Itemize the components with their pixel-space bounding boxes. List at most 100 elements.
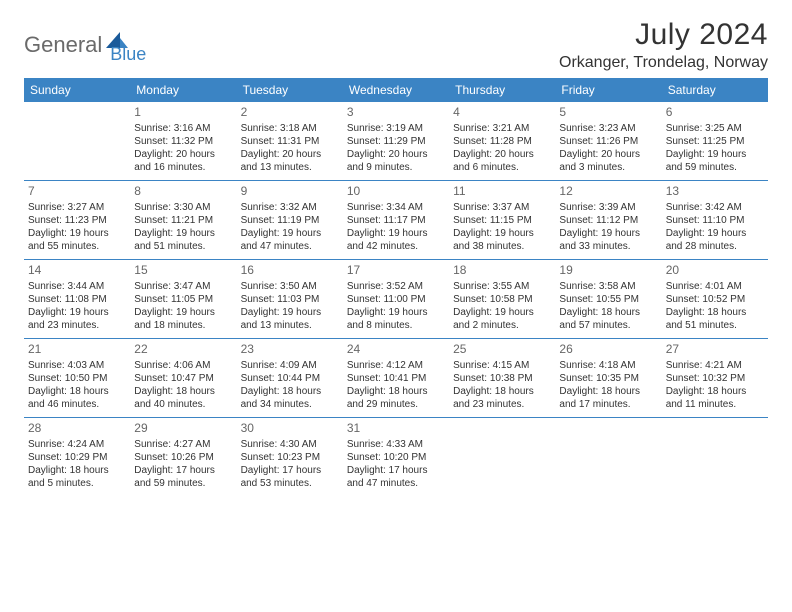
sunset-text: Sunset: 10:52 PM [666, 293, 764, 306]
day-cell: 21Sunrise: 4:03 AMSunset: 10:50 PMDaylig… [24, 339, 130, 417]
daylight-text: Daylight: 20 hours and 9 minutes. [347, 148, 445, 174]
day-cell: 24Sunrise: 4:12 AMSunset: 10:41 PMDaylig… [343, 339, 449, 417]
daylight-text: Daylight: 18 hours and 46 minutes. [28, 385, 126, 411]
sunset-text: Sunset: 11:05 PM [134, 293, 232, 306]
day-cell: 22Sunrise: 4:06 AMSunset: 10:47 PMDaylig… [130, 339, 236, 417]
month-title: July 2024 [559, 18, 768, 52]
week-row: 1Sunrise: 3:16 AMSunset: 11:32 PMDayligh… [24, 102, 768, 181]
day-number: 17 [347, 263, 445, 279]
day-number: 6 [666, 105, 764, 121]
sunrise-text: Sunrise: 4:12 AM [347, 359, 445, 372]
day-cell: 5Sunrise: 3:23 AMSunset: 11:26 PMDayligh… [555, 102, 661, 180]
day-cell: 4Sunrise: 3:21 AMSunset: 11:28 PMDayligh… [449, 102, 555, 180]
week-row: 28Sunrise: 4:24 AMSunset: 10:29 PMDaylig… [24, 418, 768, 496]
day-header: Sunday [24, 78, 130, 102]
day-number: 14 [28, 263, 126, 279]
day-cell: 6Sunrise: 3:25 AMSunset: 11:25 PMDayligh… [662, 102, 768, 180]
day-number: 30 [241, 421, 339, 437]
sunset-text: Sunset: 11:25 PM [666, 135, 764, 148]
sunrise-text: Sunrise: 4:27 AM [134, 438, 232, 451]
day-cell: 1Sunrise: 3:16 AMSunset: 11:32 PMDayligh… [130, 102, 236, 180]
sunset-text: Sunset: 10:44 PM [241, 372, 339, 385]
empty-cell [24, 102, 130, 180]
logo-text-general: General [24, 32, 102, 58]
daylight-text: Daylight: 18 hours and 51 minutes. [666, 306, 764, 332]
sunrise-text: Sunrise: 4:09 AM [241, 359, 339, 372]
daylight-text: Daylight: 19 hours and 2 minutes. [453, 306, 551, 332]
day-cell: 11Sunrise: 3:37 AMSunset: 11:15 PMDaylig… [449, 181, 555, 259]
day-cell: 14Sunrise: 3:44 AMSunset: 11:08 PMDaylig… [24, 260, 130, 338]
day-number: 24 [347, 342, 445, 358]
day-number: 18 [453, 263, 551, 279]
daylight-text: Daylight: 19 hours and 42 minutes. [347, 227, 445, 253]
daylight-text: Daylight: 19 hours and 38 minutes. [453, 227, 551, 253]
day-number: 1 [134, 105, 232, 121]
logo-text-blue: Blue [110, 44, 146, 65]
sunrise-text: Sunrise: 3:23 AM [559, 122, 657, 135]
day-header: Friday [555, 78, 661, 102]
day-number: 21 [28, 342, 126, 358]
sunset-text: Sunset: 10:38 PM [453, 372, 551, 385]
week-row: 14Sunrise: 3:44 AMSunset: 11:08 PMDaylig… [24, 260, 768, 339]
sunrise-text: Sunrise: 3:21 AM [453, 122, 551, 135]
day-cell: 26Sunrise: 4:18 AMSunset: 10:35 PMDaylig… [555, 339, 661, 417]
empty-cell [449, 418, 555, 496]
daylight-text: Daylight: 18 hours and 40 minutes. [134, 385, 232, 411]
sunrise-text: Sunrise: 4:06 AM [134, 359, 232, 372]
sunset-text: Sunset: 10:35 PM [559, 372, 657, 385]
daylight-text: Daylight: 18 hours and 5 minutes. [28, 464, 126, 490]
logo: General Blue [24, 24, 146, 65]
day-header: Thursday [449, 78, 555, 102]
sunrise-text: Sunrise: 3:47 AM [134, 280, 232, 293]
day-cell: 25Sunrise: 4:15 AMSunset: 10:38 PMDaylig… [449, 339, 555, 417]
daylight-text: Daylight: 19 hours and 23 minutes. [28, 306, 126, 332]
day-number: 3 [347, 105, 445, 121]
sunset-text: Sunset: 11:28 PM [453, 135, 551, 148]
day-cell: 10Sunrise: 3:34 AMSunset: 11:17 PMDaylig… [343, 181, 449, 259]
sunrise-text: Sunrise: 3:34 AM [347, 201, 445, 214]
sunset-text: Sunset: 10:47 PM [134, 372, 232, 385]
sunrise-text: Sunrise: 4:21 AM [666, 359, 764, 372]
day-cell: 19Sunrise: 3:58 AMSunset: 10:55 PMDaylig… [555, 260, 661, 338]
day-number: 29 [134, 421, 232, 437]
sunset-text: Sunset: 10:26 PM [134, 451, 232, 464]
sunrise-text: Sunrise: 4:33 AM [347, 438, 445, 451]
sunset-text: Sunset: 11:19 PM [241, 214, 339, 227]
day-cell: 20Sunrise: 4:01 AMSunset: 10:52 PMDaylig… [662, 260, 768, 338]
sunrise-text: Sunrise: 3:39 AM [559, 201, 657, 214]
sunset-text: Sunset: 11:08 PM [28, 293, 126, 306]
daylight-text: Daylight: 19 hours and 59 minutes. [666, 148, 764, 174]
day-number: 5 [559, 105, 657, 121]
sunset-text: Sunset: 10:32 PM [666, 372, 764, 385]
daylight-text: Daylight: 18 hours and 57 minutes. [559, 306, 657, 332]
calendar-grid: SundayMondayTuesdayWednesdayThursdayFrid… [24, 78, 768, 496]
sunrise-text: Sunrise: 3:58 AM [559, 280, 657, 293]
daylight-text: Daylight: 19 hours and 13 minutes. [241, 306, 339, 332]
day-number: 20 [666, 263, 764, 279]
sunset-text: Sunset: 10:58 PM [453, 293, 551, 306]
day-cell: 17Sunrise: 3:52 AMSunset: 11:00 PMDaylig… [343, 260, 449, 338]
sunrise-text: Sunrise: 4:01 AM [666, 280, 764, 293]
day-header: Monday [130, 78, 236, 102]
daylight-text: Daylight: 19 hours and 33 minutes. [559, 227, 657, 253]
sunrise-text: Sunrise: 3:30 AM [134, 201, 232, 214]
daylight-text: Daylight: 18 hours and 17 minutes. [559, 385, 657, 411]
sunset-text: Sunset: 10:41 PM [347, 372, 445, 385]
day-number: 7 [28, 184, 126, 200]
sunset-text: Sunset: 11:17 PM [347, 214, 445, 227]
location-text: Orkanger, Trondelag, Norway [559, 54, 768, 72]
daylight-text: Daylight: 20 hours and 16 minutes. [134, 148, 232, 174]
day-cell: 2Sunrise: 3:18 AMSunset: 11:31 PMDayligh… [237, 102, 343, 180]
daylight-text: Daylight: 19 hours and 8 minutes. [347, 306, 445, 332]
day-number: 19 [559, 263, 657, 279]
day-number: 2 [241, 105, 339, 121]
daylight-text: Daylight: 18 hours and 23 minutes. [453, 385, 551, 411]
sunrise-text: Sunrise: 4:24 AM [28, 438, 126, 451]
header: General Blue July 2024 Orkanger, Trondel… [24, 18, 768, 72]
sunset-text: Sunset: 11:29 PM [347, 135, 445, 148]
day-cell: 16Sunrise: 3:50 AMSunset: 11:03 PMDaylig… [237, 260, 343, 338]
day-cell: 30Sunrise: 4:30 AMSunset: 10:23 PMDaylig… [237, 418, 343, 496]
day-number: 13 [666, 184, 764, 200]
sunset-text: Sunset: 10:50 PM [28, 372, 126, 385]
title-block: July 2024 Orkanger, Trondelag, Norway [559, 18, 768, 72]
